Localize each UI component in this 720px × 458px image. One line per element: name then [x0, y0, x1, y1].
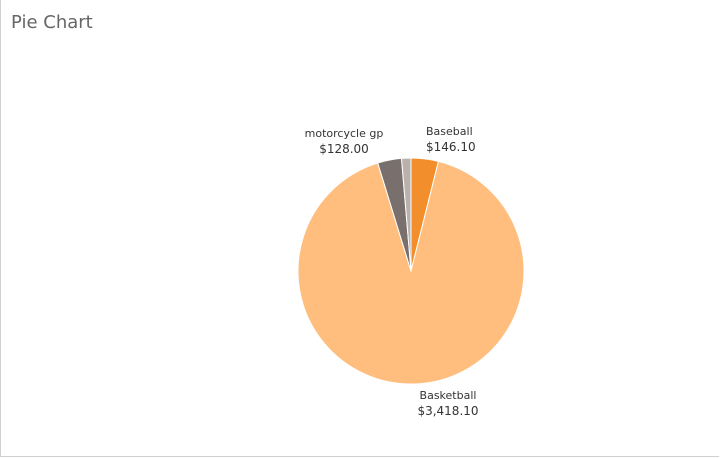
- page-title: Pie Chart: [11, 12, 93, 33]
- slice-value-label: $146.10: [426, 140, 476, 154]
- slice-label: Basketball: [420, 389, 477, 402]
- slice-value-label: $128.00: [319, 142, 369, 156]
- pie-slice-basketball[interactable]: [297, 160, 525, 385]
- pie-slice-other[interactable]: [400, 157, 412, 272]
- slice-label: Baseball: [426, 125, 473, 138]
- slice-value-label: $3,418.10: [417, 404, 478, 418]
- slice-label: motorcycle gp: [305, 127, 384, 140]
